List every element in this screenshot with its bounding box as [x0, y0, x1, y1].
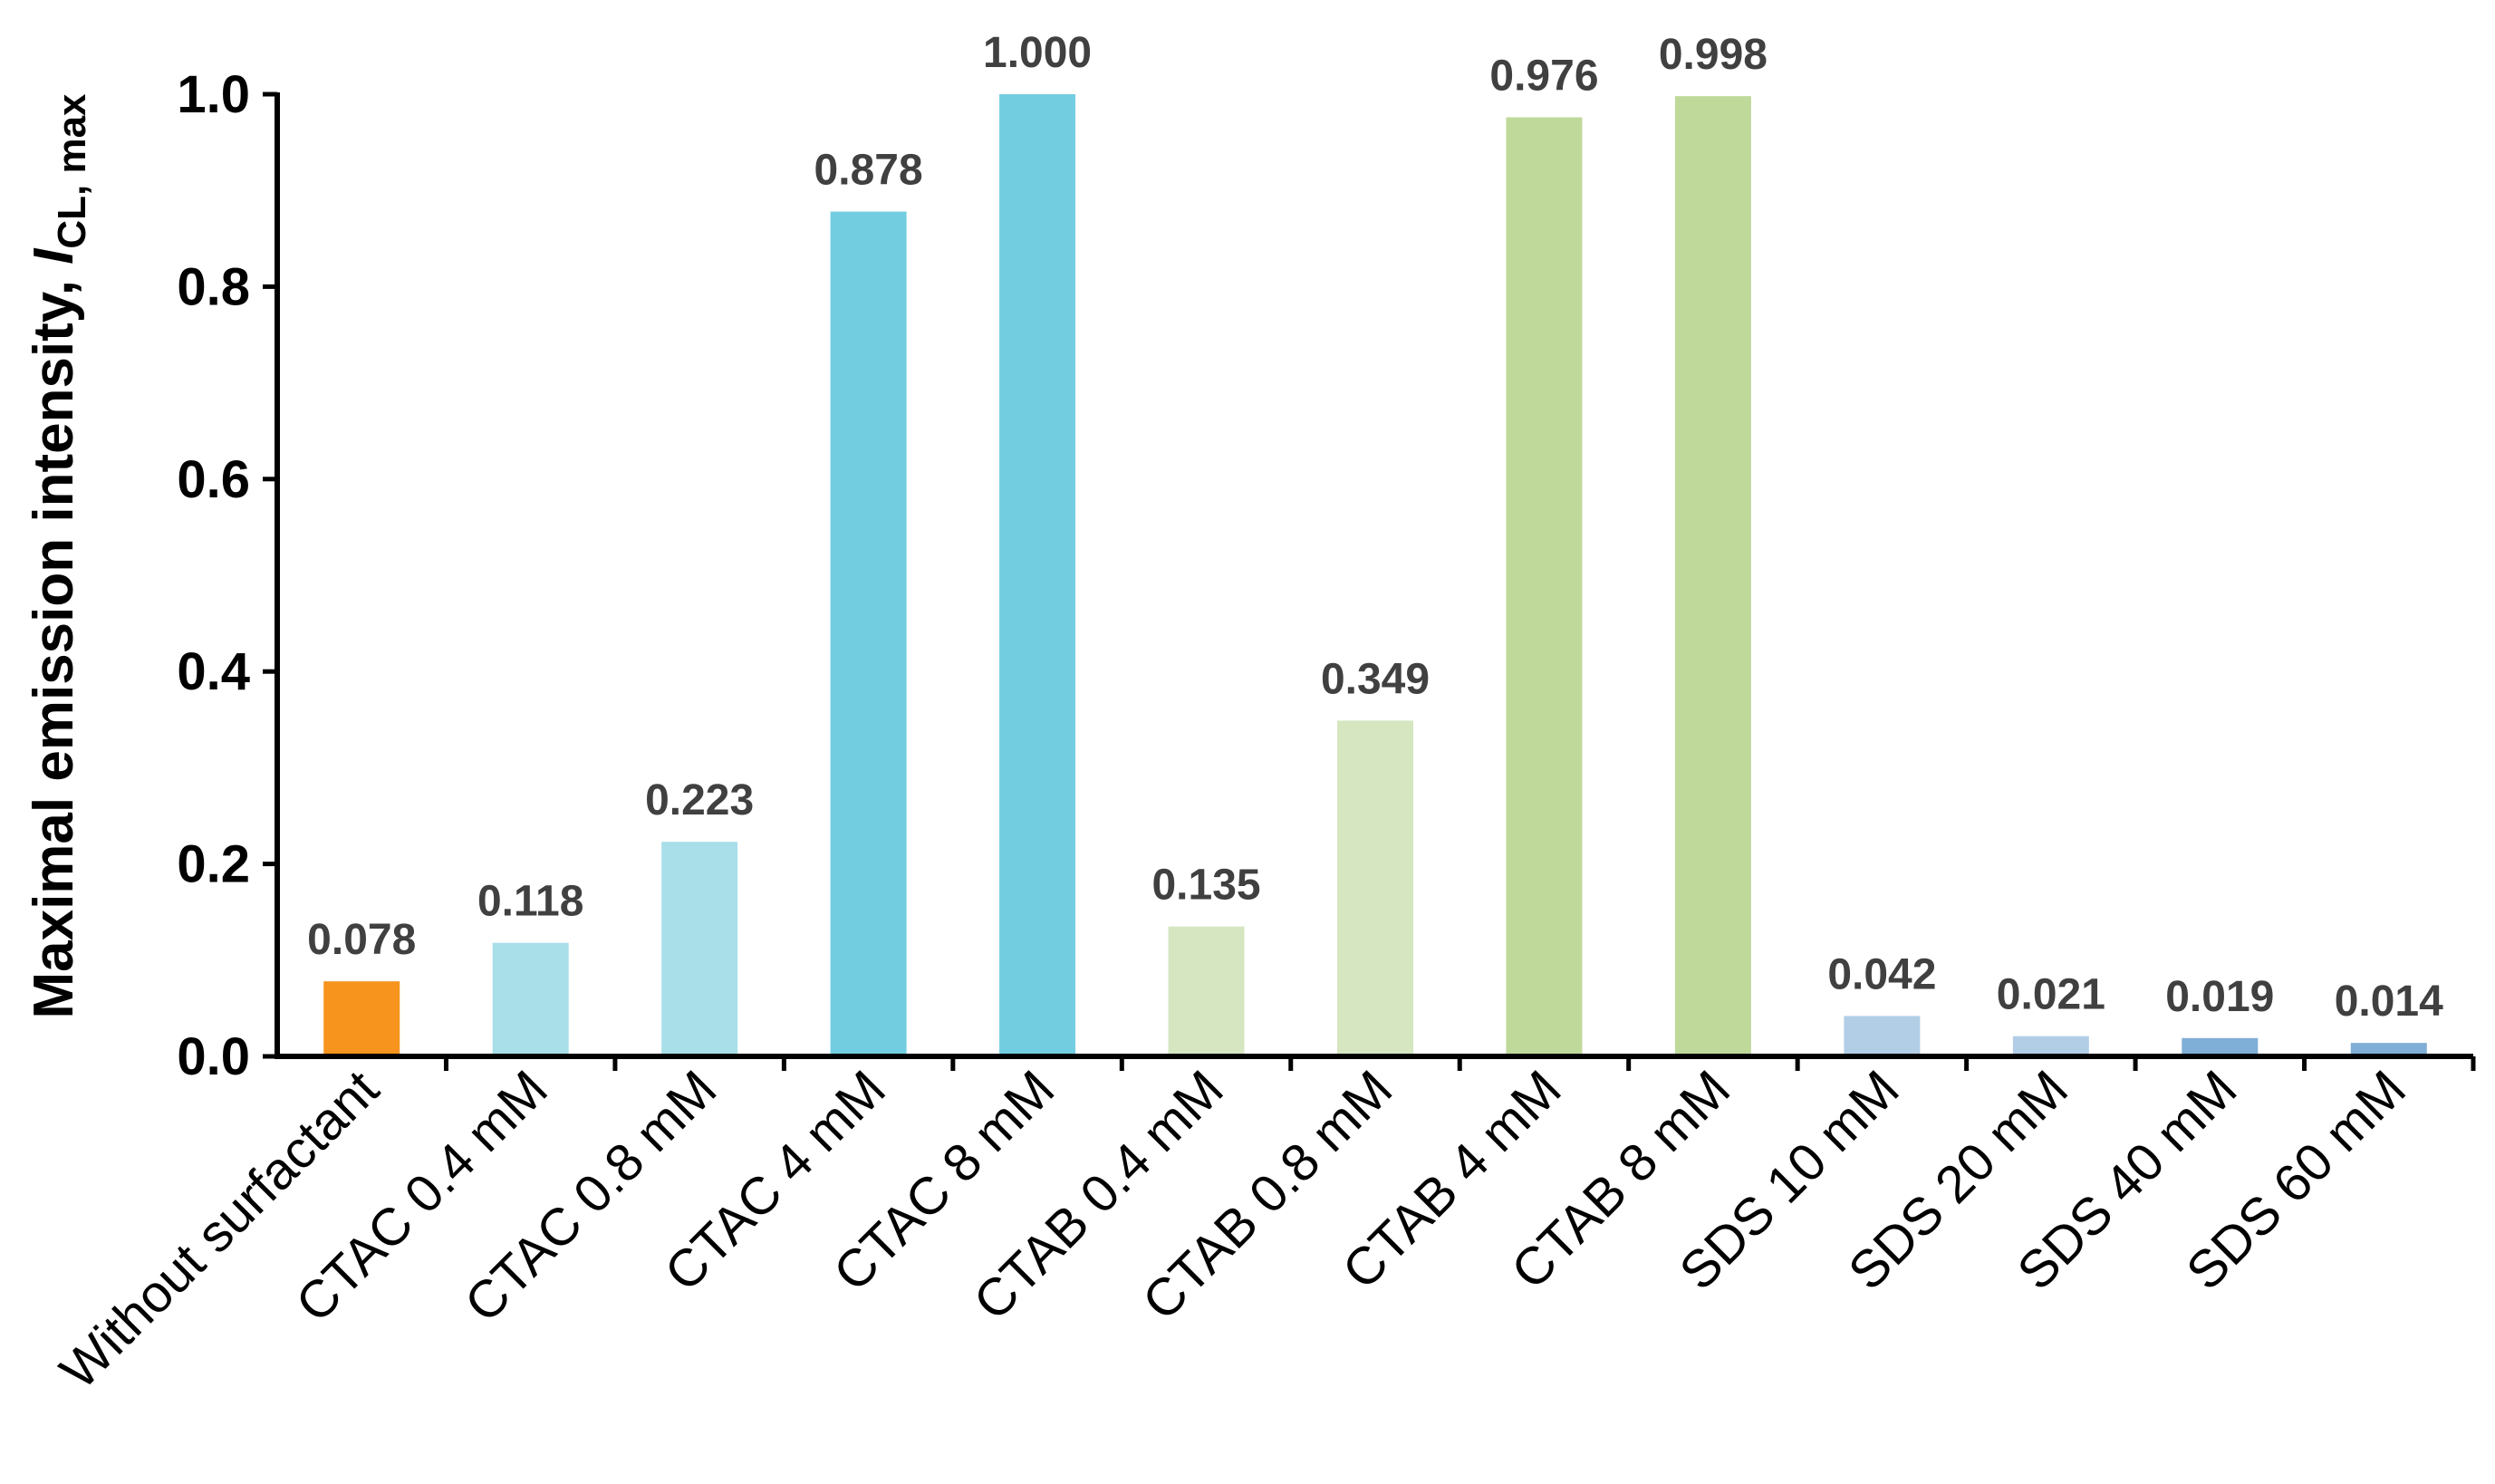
data-labels-layer: 0.078 0.118 0.223 0.878 1.000 0.135 0.349 0.976… — [307, 29, 2443, 1026]
data-label: 0.223 — [645, 776, 754, 824]
data-label: 0.976 — [1489, 52, 1598, 100]
bar — [999, 94, 1076, 1056]
y-tick-label: 0.4 — [177, 642, 250, 701]
y-tick-label: 0.2 — [177, 835, 250, 894]
y-tick-label: 1.0 — [177, 65, 250, 124]
data-label: 0.019 — [2165, 973, 2274, 1021]
data-label: 0.021 — [1997, 971, 2105, 1019]
y-axis-title-subscript: CL, max — [50, 93, 94, 249]
x-tick-label: Without surfactant — [49, 1059, 390, 1400]
bar — [323, 981, 400, 1056]
bar — [1337, 720, 1413, 1056]
data-label: 1.000 — [983, 29, 1092, 77]
bar — [1506, 117, 1583, 1056]
y-axis-title-italic: I — [23, 247, 85, 265]
bar — [1168, 926, 1245, 1056]
data-label: 0.878 — [814, 147, 923, 195]
data-label: 0.078 — [307, 916, 416, 964]
bar — [2182, 1037, 2259, 1056]
data-label: 0.014 — [2335, 978, 2443, 1026]
bar — [1844, 1016, 1921, 1056]
axes-layer — [275, 92, 2473, 1059]
y-tick-label: 0.0 — [177, 1027, 250, 1086]
bars-layer — [323, 94, 2427, 1057]
y-ticks-layer: 0.0 0.2 0.4 0.6 0.8 1.0 — [177, 65, 277, 1086]
bar — [2350, 1043, 2427, 1056]
bar — [1674, 96, 1751, 1056]
y-axis-title-main: Maximal emission intensity, — [23, 265, 85, 1019]
data-label: 0.118 — [477, 878, 583, 926]
y-tick-label: 0.6 — [177, 450, 250, 509]
bar — [661, 842, 738, 1056]
data-label: 0.998 — [1659, 31, 1768, 79]
y-tick-label: 0.8 — [177, 257, 250, 316]
y-axis-title: Maximal emission intensity, ICL, max — [23, 93, 94, 1019]
data-label: 0.349 — [1321, 655, 1430, 703]
data-label: 0.042 — [1827, 950, 1936, 998]
bar — [830, 211, 907, 1057]
bar — [492, 942, 569, 1056]
data-label: 0.135 — [1151, 862, 1260, 910]
bar — [2012, 1036, 2089, 1056]
